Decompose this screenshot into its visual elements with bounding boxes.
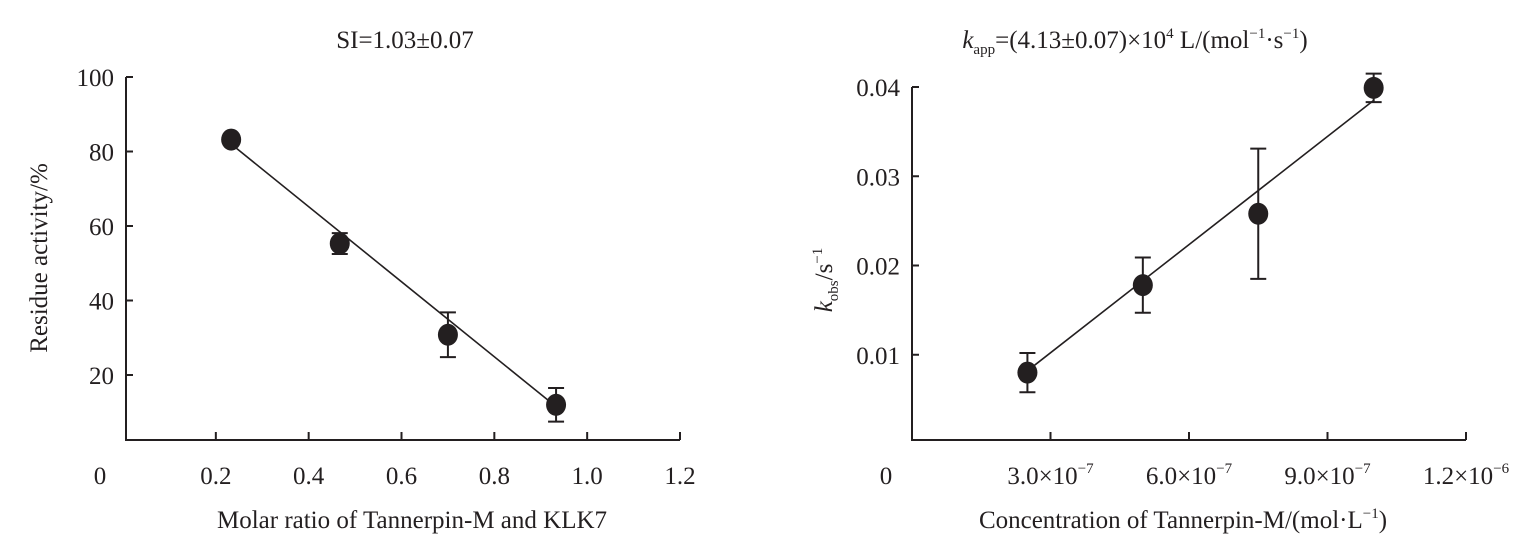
axes-lines (125, 77, 680, 441)
data-point (1363, 76, 1384, 99)
title-unit3: ) (1299, 27, 1307, 54)
y-tick-label: 60 (89, 214, 114, 241)
chart-title: SI=1.03±0.07 (336, 27, 474, 54)
title-k: k (962, 27, 974, 54)
y-tick-label: 40 (89, 289, 114, 316)
marks-group (1017, 72, 1384, 394)
data-point (546, 393, 567, 416)
chart-title: kapp=(4.13±0.07)×104 L/(mol−1·s−1) (962, 26, 1307, 58)
data-point (437, 323, 458, 346)
xlabel-main: Concentration of Tannerpin-M/(mol·L (979, 507, 1363, 534)
y-tick-label: 0.03 (856, 164, 900, 191)
x-tick-exponent: −7 (1355, 461, 1371, 477)
x-tick-label: 9.0×10−7 (1284, 461, 1371, 490)
x-tick-label: 6.0×10−7 (1146, 461, 1233, 490)
title-exp2: −1 (1249, 26, 1265, 42)
fit-line (230, 143, 557, 408)
x-tick-exponent: −6 (1493, 461, 1509, 477)
ylabel-sub: obs (826, 280, 842, 301)
fit-line (1026, 99, 1375, 372)
y-tick-label: 100 (77, 65, 115, 92)
y-tick-label: 80 (89, 140, 114, 167)
x-tick-exponent: −7 (1216, 461, 1232, 477)
y-tick-label: 0.01 (856, 343, 900, 370)
ylabel-main: /s (811, 264, 838, 281)
x-axis-label: Concentration of Tannerpin-M/(mol·L−1) (979, 506, 1387, 534)
data-point (1248, 202, 1269, 225)
y-tick-label: 0.02 (856, 254, 900, 281)
y-tick-label: 20 (89, 363, 114, 390)
data-point (221, 128, 242, 151)
x-tick-label: 3.0×10−7 (1007, 461, 1094, 490)
x-axis-label: Molar ratio of Tannerpin-M and KLK7 (217, 507, 607, 534)
xlabel-end: ) (1379, 507, 1387, 534)
chart-kinetics: kapp=(4.13±0.07)×104 L/(mol−1·s−1) Conce… (810, 26, 1510, 534)
x-tick-label: 0 (880, 463, 893, 490)
title-unit2: ·s (1265, 27, 1283, 54)
title-main: =(4.13±0.07)×10 (995, 27, 1166, 54)
ylabel-k: k (811, 300, 838, 312)
x-tick-label: 0 (94, 463, 107, 490)
title-sub: app (973, 42, 995, 58)
y-axis-label: Residue activity/% (26, 163, 53, 353)
ylabel-exp: −1 (810, 248, 826, 264)
chart-selectivity-index: SI=1.03±0.07 Molar ratio of Tannerpin-M … (26, 27, 696, 534)
x-tick-label: 1.2 (664, 463, 695, 490)
marks-group (221, 128, 567, 423)
y-axis-label: kobs/s−1 (810, 248, 842, 313)
data-point (1017, 361, 1038, 384)
x-tick-label: 0.2 (200, 463, 231, 490)
xlabel-exp: −1 (1363, 506, 1379, 522)
title-exp: 4 (1166, 26, 1174, 42)
x-tick-label: 0.8 (479, 463, 510, 490)
x-tick-exponent: −7 (1078, 461, 1094, 477)
data-point (1132, 274, 1153, 297)
x-tick-label: 1.0 (572, 463, 603, 490)
x-tick-label: 1.2×10−6 (1423, 461, 1510, 490)
tick-group: 0.01 0.02 0.03 0.04 0 3.0×10−7 6.0×10−7 9.0×10−… (856, 75, 1509, 490)
data-point (329, 232, 350, 255)
tick-group: 20 40 60 80 100 0 0.2 0.4 0.6 0.8 1.0 1.2 (77, 65, 696, 490)
y-tick-label: 0.04 (856, 75, 900, 102)
x-tick-label: 0.4 (293, 463, 325, 490)
axes-lines (911, 87, 1466, 441)
title-exp3: −1 (1283, 26, 1299, 42)
title-unit1: L/(mol (1174, 27, 1250, 54)
x-tick-label: 0.6 (386, 463, 417, 490)
